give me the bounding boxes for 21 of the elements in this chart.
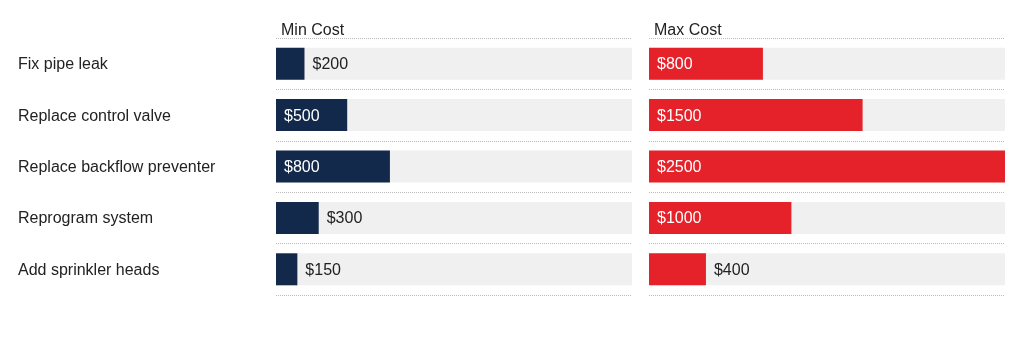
data-label: $2500 — [657, 158, 702, 175]
y-tick-label: Fix pipe leak — [18, 55, 109, 73]
data-label: $800 — [657, 55, 693, 73]
data-label: $150 — [305, 260, 342, 278]
bar — [649, 253, 706, 286]
bar — [276, 201, 319, 234]
chart-title: Min Cost — [281, 20, 345, 38]
data-label: $200 — [312, 55, 349, 73]
data-label: $1000 — [657, 209, 702, 227]
y-tick-label: Replace control valve — [18, 106, 172, 124]
bar — [276, 253, 298, 286]
data-label: $400 — [713, 260, 750, 278]
bar — [276, 47, 305, 80]
chart-title: Max Cost — [654, 20, 723, 38]
data-label: $300 — [326, 209, 363, 227]
y-tick-label: Replace backflow preventer — [18, 158, 217, 175]
data-label: $800 — [284, 158, 320, 175]
data-label: $1500 — [657, 106, 702, 124]
y-tick-label: Reprogram system — [18, 209, 154, 227]
y-tick-label: Add sprinkler heads — [18, 260, 160, 278]
data-label: $500 — [284, 106, 320, 124]
